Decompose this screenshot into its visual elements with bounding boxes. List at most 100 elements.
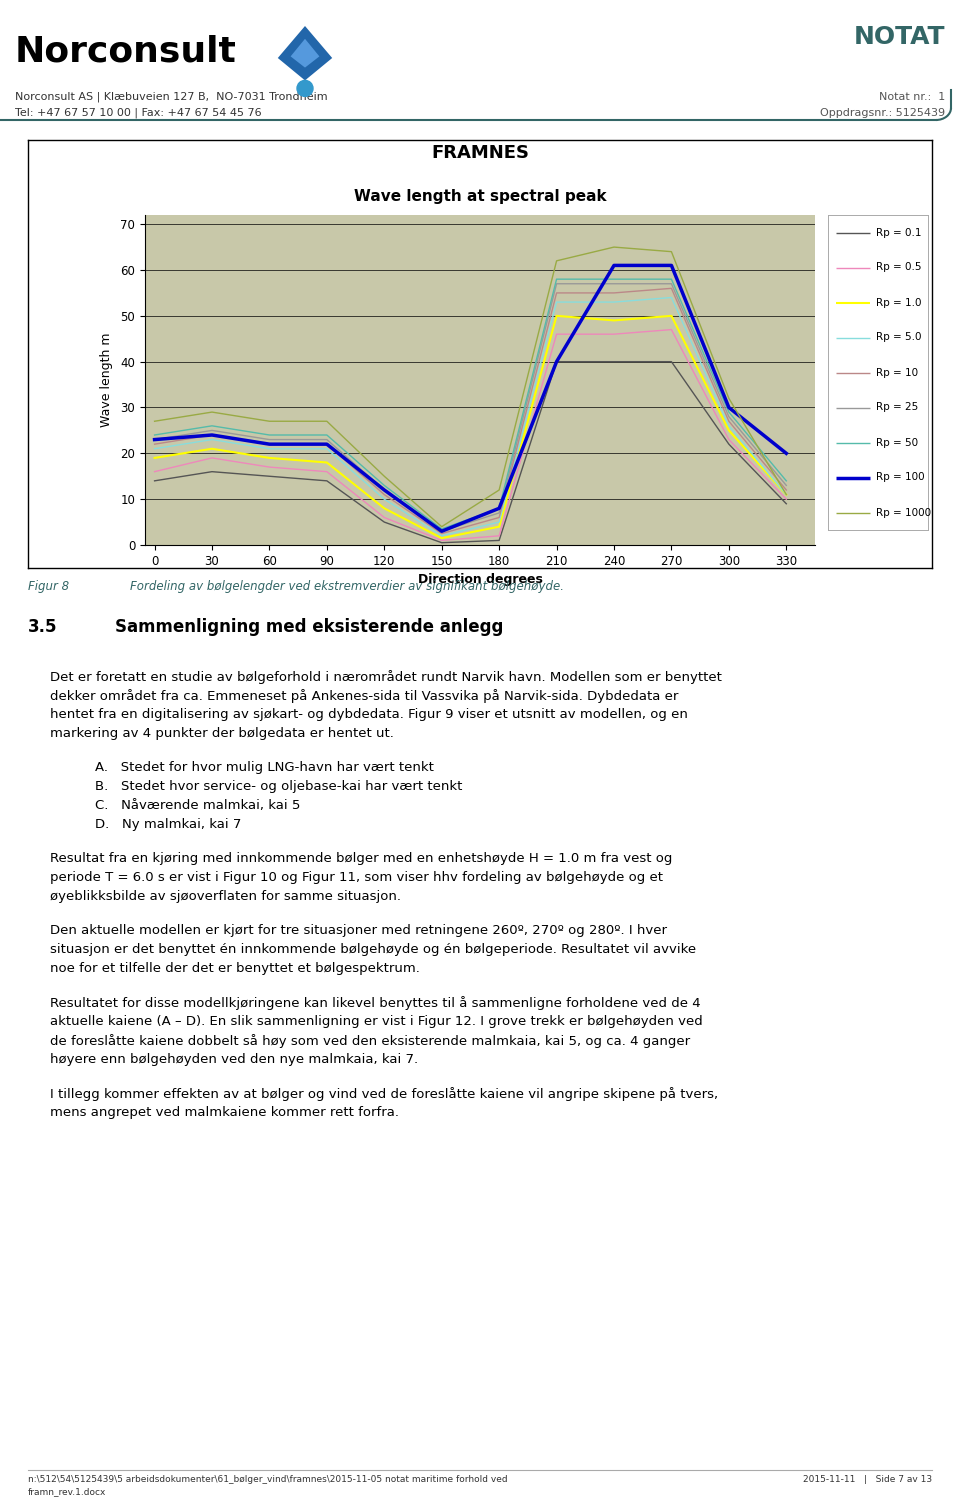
Rp = 0.1 <box>436 533 447 551</box>
Text: Rp = 5.0: Rp = 5.0 <box>876 332 922 343</box>
Polygon shape <box>277 26 332 80</box>
Rp = 100 <box>780 444 792 462</box>
Rp = 1000 <box>149 412 160 430</box>
Text: n:\512\54\5125439\5 arbeidsdokumenter\61_bølger_vind\framnes\2015-11-05 notat ma: n:\512\54\5125439\5 arbeidsdokumenter\61… <box>28 1475 508 1484</box>
Line: Rp = 1000: Rp = 1000 <box>155 248 786 527</box>
Text: Norconsult: Norconsult <box>15 35 237 69</box>
Rp = 5.0 <box>321 439 332 458</box>
Line: Rp = 25: Rp = 25 <box>155 284 786 532</box>
Rp = 1.0 <box>378 500 390 518</box>
Text: noe for et tilfelle der det er benyttet et bølgespektrum.: noe for et tilfelle der det er benyttet … <box>50 962 420 975</box>
Text: Det er foretatt en studie av bølgeforhold i nærområdet rundt Narvik havn. Modell: Det er foretatt en studie av bølgeforhol… <box>50 670 722 684</box>
Text: Norconsult AS | Klæbuveien 127 B,  NO-7031 Trondheim: Norconsult AS | Klæbuveien 127 B, NO-703… <box>15 92 327 103</box>
Text: B.   Stedet hvor service- og oljebase-kai har vært tenkt: B. Stedet hvor service- og oljebase-kai … <box>95 781 463 793</box>
Rp = 25 <box>493 504 505 522</box>
Rp = 100 <box>264 435 276 453</box>
Rp = 50 <box>378 476 390 494</box>
Rp = 0.5 <box>378 509 390 527</box>
Text: markering av 4 punkter der bølgedata er hentet ut.: markering av 4 punkter der bølgedata er … <box>50 726 394 740</box>
Text: Rp = 1.0: Rp = 1.0 <box>876 297 922 308</box>
Rp = 1000 <box>723 390 734 408</box>
Text: Figur 8: Figur 8 <box>28 580 69 593</box>
Rp = 50 <box>149 426 160 444</box>
Text: Den aktuelle modellen er kjørt for tre situasjoner med retningene 260º, 270º og : Den aktuelle modellen er kjørt for tre s… <box>50 924 667 938</box>
Rp = 1.0 <box>493 518 505 536</box>
Rp = 100 <box>436 522 447 541</box>
Text: Rp = 0.1: Rp = 0.1 <box>876 228 922 237</box>
Rp = 0.5 <box>264 458 276 476</box>
Text: Rp = 1000: Rp = 1000 <box>876 507 931 518</box>
Text: Tel: +47 67 57 10 00 | Fax: +47 67 54 45 76: Tel: +47 67 57 10 00 | Fax: +47 67 54 45… <box>15 109 262 118</box>
Circle shape <box>297 80 313 97</box>
Rp = 100 <box>493 500 505 518</box>
Line: Rp = 10: Rp = 10 <box>155 288 786 533</box>
Rp = 25 <box>206 421 218 439</box>
Text: Rp = 25: Rp = 25 <box>876 403 919 412</box>
Text: situasjon er det benyttet én innkommende bølgehøyde og én bølgeperiode. Resultat: situasjon er det benyttet én innkommende… <box>50 944 696 956</box>
Rp = 0.1 <box>665 353 677 371</box>
Rp = 1.0 <box>780 486 792 504</box>
Rp = 1.0 <box>723 421 734 439</box>
Rp = 0.1 <box>723 435 734 453</box>
Text: høyere enn bølgehøyden ved den nye malmkaia, kai 7.: høyere enn bølgehøyden ved den nye malmk… <box>50 1052 419 1066</box>
Rp = 5.0 <box>206 430 218 448</box>
Rp = 1.0 <box>149 448 160 467</box>
Rp = 0.5 <box>551 325 563 343</box>
Rp = 25 <box>378 482 390 500</box>
Text: I tillegg kommer effekten av at bølger og vind ved de foreslåtte kaiene vil angr: I tillegg kommer effekten av at bølger o… <box>50 1087 718 1101</box>
Text: Resultatet for disse modellkjøringene kan likevel benyttes til å sammenligne for: Resultatet for disse modellkjøringene ka… <box>50 997 701 1010</box>
Rp = 1.0 <box>321 453 332 471</box>
Rp = 50 <box>551 270 563 288</box>
Rp = 5.0 <box>436 527 447 545</box>
Rp = 50 <box>264 426 276 444</box>
Rp = 50 <box>206 417 218 435</box>
Rp = 100 <box>665 257 677 275</box>
Rp = 1.0 <box>551 307 563 325</box>
Rp = 1.0 <box>609 311 620 329</box>
Text: periode T = 6.0 s er vist i Figur 10 og Figur 11, som viser hhv fordeling av bøl: periode T = 6.0 s er vist i Figur 10 og … <box>50 871 663 883</box>
Line: Rp = 1.0: Rp = 1.0 <box>155 316 786 538</box>
Text: A.   Stedet for hvor mulig LNG-havn har vært tenkt: A. Stedet for hvor mulig LNG-havn har væ… <box>95 761 434 775</box>
Rp = 10 <box>321 435 332 453</box>
Rp = 0.5 <box>780 491 792 509</box>
Text: Fordeling av bølgelengder ved ekstremverdier av signifikant bølgehøyde.: Fordeling av bølgelengder ved ekstremver… <box>130 580 564 593</box>
Rp = 5.0 <box>723 417 734 435</box>
Text: Wave length at spectral peak: Wave length at spectral peak <box>353 189 607 204</box>
Rp = 100 <box>609 257 620 275</box>
Rp = 50 <box>493 500 505 518</box>
X-axis label: Direction degrees: Direction degrees <box>418 574 542 586</box>
Rp = 100 <box>378 482 390 500</box>
Rp = 25 <box>264 430 276 448</box>
Line: Rp = 0.5: Rp = 0.5 <box>155 329 786 541</box>
Polygon shape <box>291 39 320 68</box>
Rp = 5.0 <box>780 486 792 504</box>
Text: FRAMNES: FRAMNES <box>431 145 529 163</box>
Rp = 5.0 <box>609 293 620 311</box>
Text: NOTAT: NOTAT <box>853 26 945 48</box>
Rp = 5.0 <box>264 439 276 458</box>
Text: Rp = 10: Rp = 10 <box>876 367 918 378</box>
Y-axis label: Wave length m: Wave length m <box>101 332 113 427</box>
Rp = 10 <box>206 426 218 444</box>
Rp = 25 <box>436 522 447 541</box>
Text: aktuelle kaiene (A – D). En slik sammenligning er vist i Figur 12. I grove trekk: aktuelle kaiene (A – D). En slik sammenl… <box>50 1015 703 1028</box>
Text: Rp = 0.5: Rp = 0.5 <box>876 263 922 272</box>
Rp = 5.0 <box>665 288 677 307</box>
Rp = 0.1 <box>780 495 792 513</box>
Rp = 1.0 <box>665 307 677 325</box>
Rp = 1000 <box>551 252 563 270</box>
Rp = 0.1 <box>493 532 505 550</box>
Rp = 0.1 <box>551 353 563 371</box>
Rp = 0.1 <box>149 471 160 489</box>
Text: D.   Ny malmkai, kai 7: D. Ny malmkai, kai 7 <box>95 818 241 831</box>
Rp = 1.0 <box>206 439 218 458</box>
Text: Notat nr.:  1: Notat nr.: 1 <box>878 92 945 103</box>
Rp = 0.5 <box>609 325 620 343</box>
Rp = 10 <box>149 435 160 453</box>
Rp = 1000 <box>321 412 332 430</box>
Rp = 100 <box>551 353 563 371</box>
Rp = 25 <box>551 275 563 293</box>
Rp = 5.0 <box>378 491 390 509</box>
Rp = 100 <box>723 399 734 417</box>
Rp = 10 <box>378 486 390 504</box>
